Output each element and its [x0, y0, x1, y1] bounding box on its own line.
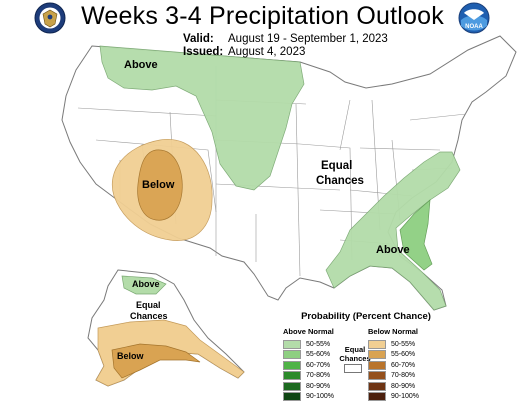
issued-value: August 4, 2023	[228, 46, 306, 58]
legend-item-label: 90-100%	[391, 393, 420, 401]
legend-item-label: 55-60%	[391, 351, 416, 359]
label-north-above: Above	[124, 59, 158, 71]
legend-swatch	[368, 371, 386, 381]
legend-item-label: 60-70%	[306, 361, 331, 369]
legend-item-label: 90-100%	[306, 393, 335, 401]
page-title: Weeks 3-4 Precipitation Outlook	[81, 2, 444, 30]
noaa-logo-text: NOAA	[465, 24, 483, 30]
legend-equal-1: Equal	[344, 345, 366, 354]
alaska-above-region	[121, 275, 167, 295]
legend-swatch	[368, 392, 386, 402]
legend-item-label: 50-55%	[391, 340, 416, 348]
above-region-se-inner	[399, 199, 433, 271]
below-region-sw-inner	[137, 149, 183, 221]
state-lines	[77, 66, 467, 277]
legend-swatch	[283, 381, 301, 391]
legend-item: 80-90%	[283, 381, 334, 392]
legend-above-column: 50-55% 55-60% 60-70% 70-80% 80-90% 90-10…	[283, 339, 334, 402]
legend-swatch	[283, 371, 301, 381]
legend-swatch	[368, 360, 386, 370]
noaa-logo-icon: NOAA	[458, 2, 490, 34]
legend-swatch	[283, 360, 301, 370]
valid-label: Valid:	[183, 33, 214, 45]
legend-item: 55-60%	[283, 350, 334, 361]
legend-item: 60-70%	[368, 360, 419, 371]
legend-swatch	[283, 350, 301, 360]
alaska-below-inner	[111, 343, 201, 379]
legend-swatch	[283, 339, 301, 349]
label-equal-chances-2: Chances	[316, 175, 364, 187]
label-sw-below: Below	[142, 179, 175, 191]
legend-item-label: 80-90%	[391, 382, 416, 390]
legend-above-header: Above Normal	[283, 327, 334, 336]
legend-below-column: 50-55% 55-60% 60-70% 70-80% 80-90% 90-10…	[368, 339, 419, 402]
legend-swatch	[283, 392, 301, 402]
legend-item: 50-55%	[368, 339, 419, 350]
doc-seal-icon	[34, 2, 66, 34]
legend-item: 80-90%	[368, 381, 419, 392]
above-region-se-outer	[325, 151, 461, 311]
legend-equal-chances: Equal Chances	[335, 345, 375, 363]
probability-legend: Probability (Percent Chance) Above Norma…	[281, 311, 521, 403]
legend-item-label: 60-70%	[391, 361, 416, 369]
label-ak-equal-1: Equal	[136, 300, 161, 310]
legend-item: 70-80%	[368, 371, 419, 382]
legend-item: 50-55%	[283, 339, 334, 350]
label-ak-equal-2: Chances	[130, 311, 168, 321]
legend-item-label: 70-80%	[391, 372, 416, 380]
legend-item: 90-100%	[368, 392, 419, 403]
legend-swatch	[368, 339, 386, 349]
label-ak-below: Below	[117, 351, 145, 361]
legend-swatch	[368, 381, 386, 391]
legend-equal-2: Chances	[339, 354, 371, 363]
legend-item-label: 50-55%	[306, 340, 331, 348]
legend-swatch	[368, 350, 386, 360]
above-region-north	[99, 45, 305, 191]
legend-title: Probability (Percent Chance)	[301, 311, 431, 322]
legend-item: 60-70%	[283, 360, 334, 371]
legend-item-label: 55-60%	[306, 351, 331, 359]
legend-equal-swatch	[344, 364, 362, 373]
issued-label: Issued:	[183, 46, 224, 58]
valid-value: August 19 - September 1, 2023	[228, 33, 388, 45]
date-info: Valid: August 19 - September 1, 2023 Issu…	[183, 33, 388, 59]
legend-item: 90-100%	[283, 392, 334, 403]
legend-item-label: 70-80%	[306, 372, 331, 380]
label-equal-chances-1: Equal	[321, 160, 352, 172]
legend-item-label: 80-90%	[306, 382, 331, 390]
legend-item: 70-80%	[283, 371, 334, 382]
label-ak-above: Above	[132, 279, 160, 289]
legend-below-header: Below Normal	[368, 327, 419, 336]
label-se-above: Above	[376, 244, 410, 256]
legend-item: 55-60%	[368, 350, 419, 361]
